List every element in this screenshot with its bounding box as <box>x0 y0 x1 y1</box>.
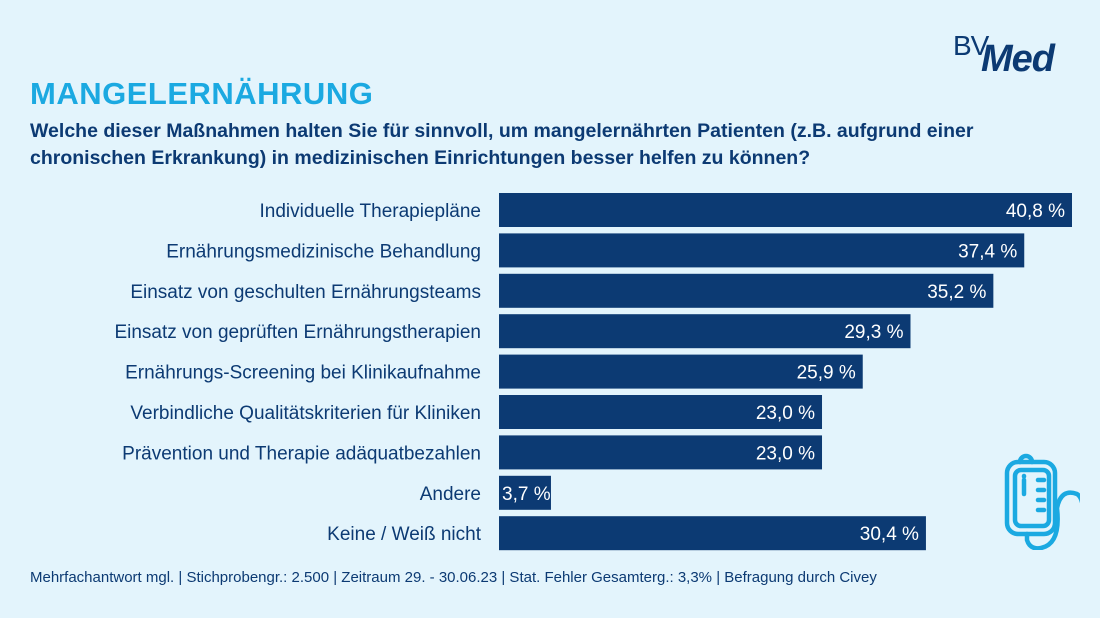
category-label: Ernährungsmedizinische Behandlung <box>166 241 481 262</box>
value-label: 37,4 % <box>958 241 1017 262</box>
category-label: Einsatz von geschulten Ernährungsteams <box>130 282 481 303</box>
logo-bv: BV <box>953 30 989 61</box>
bar <box>499 354 863 389</box>
bar <box>499 273 994 308</box>
bar <box>499 314 911 349</box>
footnote: Mehrfachantwort mgl. | Stichprobengr.: 2… <box>30 569 877 586</box>
value-label: 35,2 % <box>927 282 986 303</box>
bar <box>499 193 1072 227</box>
value-label: 29,3 % <box>844 322 903 343</box>
logo-med: Med <box>981 38 1055 80</box>
value-label: 30,4 % <box>860 524 919 545</box>
infusion-bag-icon <box>970 440 1086 555</box>
value-label: 23,0 % <box>756 403 815 424</box>
chart-subtitle: Welche dieser Maßnahmen halten Sie für s… <box>30 120 974 169</box>
bar <box>499 233 1025 268</box>
value-label: 23,0 % <box>756 443 815 464</box>
category-label: Einsatz von geprüften Ernährungstherapie… <box>114 322 481 343</box>
category-label: Keine / Weiß nicht <box>327 524 482 545</box>
value-label: 25,9 % <box>797 363 856 384</box>
bar <box>499 435 823 470</box>
category-label: Andere <box>420 484 481 505</box>
bar <box>499 475 551 510</box>
bvmed-logo: BV Med <box>953 30 1078 80</box>
value-label: 40,8 % <box>1006 201 1065 222</box>
value-label: 3,7 % <box>502 484 551 505</box>
category-label: Individuelle Therapiepläne <box>260 201 481 222</box>
category-label: Ernährungs-Screening bei Klinikaufnahme <box>125 363 481 384</box>
bar <box>499 516 926 551</box>
category-label: Verbindliche Qualitätskriterien für Klin… <box>130 403 481 424</box>
category-label: Prävention und Therapie adäquatbezahlen <box>122 443 481 464</box>
bar <box>499 395 823 429</box>
chart-title: MANGELERNÄHRUNG <box>30 76 374 111</box>
